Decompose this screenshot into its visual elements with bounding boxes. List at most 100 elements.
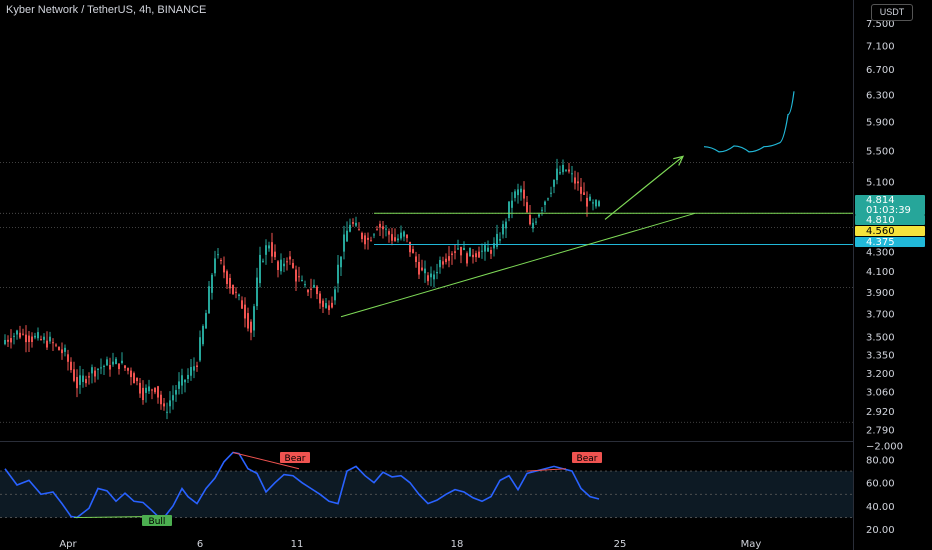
candle-body <box>571 173 573 175</box>
candle-body <box>505 221 507 229</box>
candle-body <box>535 221 537 223</box>
candle-body <box>340 256 342 268</box>
candle-body <box>580 186 582 194</box>
candle-body <box>106 359 108 366</box>
candle-body <box>175 390 177 395</box>
candle-body <box>250 321 252 333</box>
candle-body <box>247 313 249 329</box>
time-axis-label: 18 <box>451 539 464 550</box>
candle-body <box>241 300 243 309</box>
candle-body <box>418 261 420 275</box>
price-tick-label: 3.500 <box>866 332 895 343</box>
candle-body <box>232 284 234 295</box>
projection-arrow-head <box>673 155 685 166</box>
divergence-label: Bear <box>577 454 598 464</box>
price-tick-label: 3.060 <box>866 388 895 399</box>
candle-body <box>430 273 432 278</box>
candle-body <box>301 279 303 281</box>
candle-body <box>460 246 462 256</box>
price-tag-label: 4.560 <box>866 226 895 237</box>
candle-body <box>586 197 588 207</box>
price-tick-label: 5.900 <box>866 118 895 129</box>
divergence-label-box <box>280 452 310 463</box>
candle-body <box>496 233 498 247</box>
candle-body <box>304 284 306 286</box>
candle-body <box>97 368 99 370</box>
candle-body <box>277 261 279 270</box>
candle-body <box>94 370 96 377</box>
candle-body <box>265 245 267 255</box>
candle-body <box>538 214 540 217</box>
candle-body <box>193 366 195 371</box>
divergence-line <box>232 451 300 470</box>
candle-body <box>238 294 240 297</box>
candle-body <box>556 168 558 181</box>
candle-body <box>268 245 270 249</box>
candle-body <box>88 376 90 378</box>
time-axis-label: 25 <box>614 539 627 550</box>
candle-body <box>376 229 378 231</box>
candle-body <box>178 381 180 389</box>
candle-body <box>70 361 72 371</box>
candle-body <box>553 179 555 187</box>
candle-body <box>394 237 396 241</box>
candle-body <box>118 363 120 370</box>
candle-body <box>223 265 225 273</box>
candle-body <box>343 234 345 252</box>
candle-body <box>16 330 18 335</box>
time-axis-label: May <box>741 539 762 550</box>
candle-body <box>64 347 66 352</box>
candle-body <box>547 198 549 200</box>
candle-body <box>577 181 579 184</box>
candle-body <box>520 188 522 193</box>
candle-body <box>352 222 354 224</box>
candle-body <box>31 336 33 342</box>
candle-body <box>49 336 51 342</box>
candle-body <box>214 258 216 274</box>
candle-body <box>403 231 405 237</box>
candle-body <box>382 226 384 230</box>
price-tick-label: 3.200 <box>866 369 895 380</box>
candle-body <box>79 375 81 385</box>
candle-body <box>412 249 414 254</box>
candle-body <box>565 169 567 171</box>
candle-body <box>154 387 156 393</box>
candle-body <box>310 288 312 290</box>
candle-body <box>334 289 336 301</box>
symbol-title: Kyber Network / TetherUS, 4h, BINANCE <box>6 4 207 16</box>
candle-body <box>397 238 399 241</box>
candle-body <box>85 379 87 384</box>
candle-body <box>355 222 357 226</box>
candle-body <box>283 263 285 267</box>
candle-body <box>544 201 546 205</box>
candle-body <box>25 334 27 343</box>
candle-body <box>40 339 42 341</box>
candle-body <box>22 333 24 335</box>
candle-body <box>37 332 39 339</box>
candle-body <box>244 304 246 319</box>
candle-body <box>34 335 36 338</box>
candle-body <box>142 387 144 401</box>
candle-body <box>442 261 444 265</box>
candle-body <box>589 196 591 201</box>
candle-body <box>169 400 171 407</box>
candle-body <box>517 189 519 196</box>
projection-arrow <box>604 155 684 220</box>
candle-body <box>130 370 132 378</box>
candle-body <box>229 277 231 289</box>
candle-body <box>562 164 564 173</box>
time-axis-label: Apr <box>59 539 77 550</box>
candle-body <box>325 303 327 308</box>
candle-body <box>253 306 255 331</box>
price-tick-label: 5.500 <box>866 146 895 157</box>
candle-body <box>91 367 93 374</box>
candle-body <box>298 276 300 278</box>
candle-body <box>235 291 237 293</box>
candle-body <box>103 365 105 367</box>
candle-body <box>598 201 600 206</box>
candle-body <box>385 228 387 230</box>
candle-body <box>202 325 204 345</box>
currency-selector-button[interactable]: USDT <box>871 4 913 21</box>
candle-body <box>409 241 411 253</box>
